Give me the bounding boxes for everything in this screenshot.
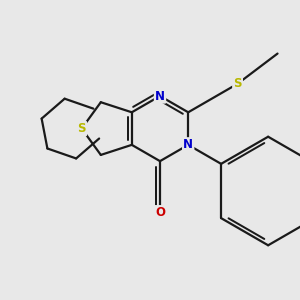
Text: O: O [155, 206, 165, 219]
Text: N: N [183, 138, 193, 152]
Text: S: S [233, 77, 242, 90]
Text: N: N [155, 89, 165, 103]
Text: S: S [77, 122, 86, 135]
